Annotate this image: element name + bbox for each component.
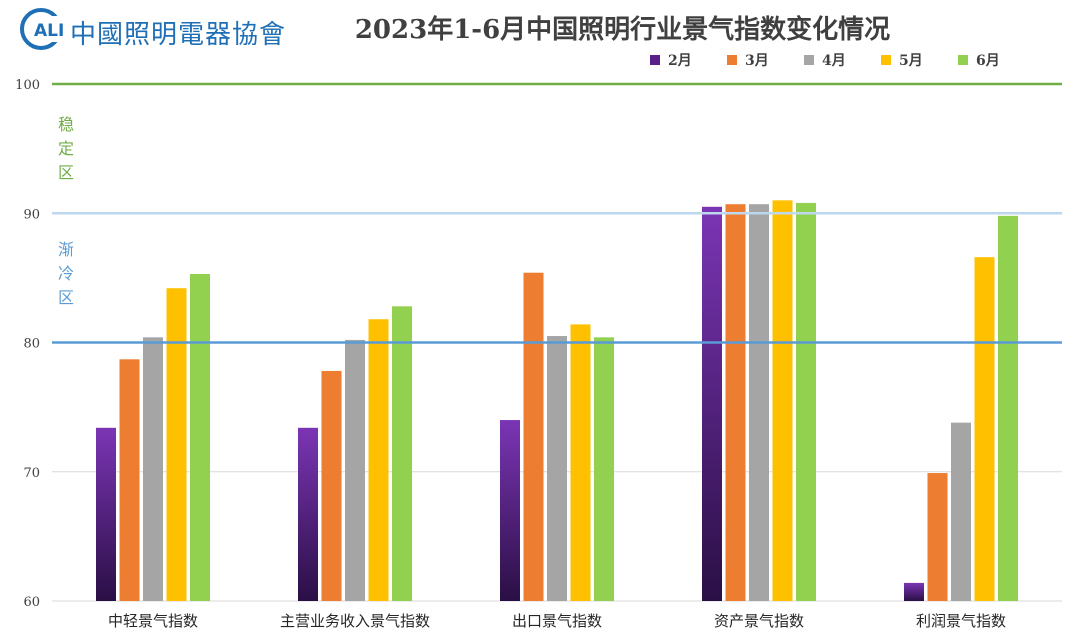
bar [927, 473, 948, 601]
bar [345, 339, 365, 601]
bar [951, 422, 971, 601]
bar [594, 337, 614, 601]
legend-item: 4月 [804, 50, 881, 70]
bar [998, 215, 1018, 601]
legend-item: 5月 [881, 50, 958, 70]
legend-label: 3月 [745, 53, 769, 69]
bar [772, 200, 793, 601]
zone-label: 稳定区 [56, 113, 76, 185]
bar [500, 420, 520, 601]
cali-logo-icon: ALI [20, 8, 68, 50]
y-tick-label: 80 [23, 337, 40, 352]
zone-label-char: 定 [57, 139, 74, 158]
legend-swatch [650, 55, 660, 65]
bar [166, 288, 187, 601]
bar [904, 582, 924, 601]
x-category-label: 出口景气指数 [512, 612, 602, 630]
zone-label: 渐冷区 [56, 238, 76, 310]
bar [143, 337, 163, 601]
legend-swatch [881, 55, 891, 65]
bar [523, 272, 544, 601]
bar [368, 319, 389, 601]
zone-label-char: 稳 [57, 115, 74, 134]
bar [96, 427, 116, 601]
legend-label: 2月 [668, 53, 692, 69]
chart-legend: 2月 3月 4月 5月 6月 [650, 50, 1035, 70]
legend-item: 6月 [958, 50, 1035, 70]
legend-swatch [804, 55, 814, 65]
bar [392, 306, 412, 601]
bar [749, 204, 769, 601]
x-category-label: 主营业务收入景气指数 [280, 612, 430, 630]
legend-swatch [958, 55, 968, 65]
legend-label: 5月 [899, 53, 923, 69]
zone-label-char: 冷 [57, 264, 74, 283]
legend-label: 6月 [976, 53, 1000, 69]
bar [190, 273, 210, 601]
x-category-label: 资产景气指数 [714, 612, 804, 630]
bar [796, 202, 816, 601]
y-tick-label: 70 [23, 466, 40, 481]
y-tick-label: 60 [23, 595, 40, 610]
y-tick-label: 100 [15, 78, 40, 93]
y-tick-label: 90 [23, 207, 40, 222]
bar [702, 206, 722, 601]
legend-item: 2月 [650, 50, 727, 70]
legend-swatch [727, 55, 737, 65]
zone-label-char: 区 [57, 163, 74, 182]
zone-label-char: 渐 [57, 240, 74, 259]
association-logo: ALI 中國照明電器協會 [20, 8, 285, 50]
bar [725, 204, 746, 601]
chart-title: 2023年1-6月中国照明行业景气指数变化情况 [354, 15, 891, 45]
bar [321, 370, 342, 601]
x-category-label: 中轻景气指数 [108, 612, 198, 630]
logo-mark: ALI [34, 21, 64, 41]
bar [974, 257, 995, 601]
bar [119, 359, 140, 601]
legend-item: 3月 [727, 50, 804, 70]
association-name: 中國照明電器協會 [70, 20, 287, 50]
x-category-label: 利润景气指数 [916, 612, 1006, 630]
legend-label: 4月 [822, 53, 846, 69]
bar [570, 324, 591, 601]
zone-label-char: 区 [57, 288, 74, 307]
bar [547, 336, 567, 601]
bar [298, 427, 318, 601]
